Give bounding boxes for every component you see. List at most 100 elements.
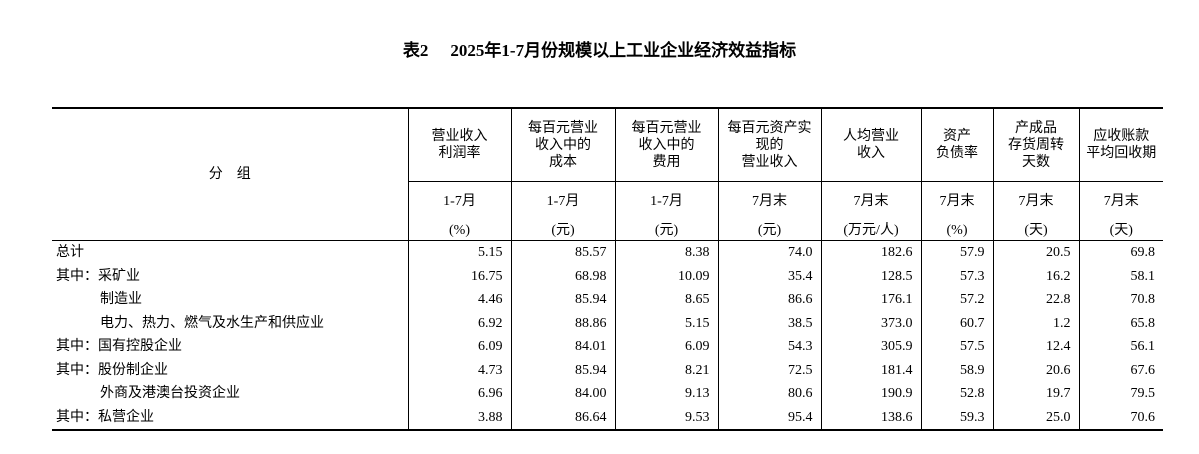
- column-unit: (天): [1024, 223, 1048, 238]
- title: 表2 2025年1-7月份规模以上工业企业经济效益指标: [0, 36, 1199, 61]
- column-name-line: 利润率: [438, 146, 481, 161]
- cell-value: 52.8: [920, 382, 993, 406]
- cell-value: 56.1: [1078, 335, 1163, 359]
- cell-value: 57.5: [920, 335, 993, 359]
- cell-value: 72.5: [717, 358, 821, 382]
- column-name-line: 成本: [549, 154, 577, 170]
- column-name-line: 人均营业: [843, 129, 899, 144]
- cell-value: 9.13: [614, 382, 718, 406]
- column-period: 7月末: [1103, 194, 1139, 209]
- column-name-line: 收入中的: [638, 137, 695, 153]
- row-label: 总计: [56, 245, 84, 260]
- cell-value: 54.3: [717, 335, 821, 359]
- table-row: 其中：采矿业 16.75 68.98 10.09 35.4 128.5 57.3 16.2 58…: [52, 264, 1163, 288]
- column-name-line: 现的: [755, 137, 784, 153]
- cell-value: 4.46: [407, 288, 511, 312]
- cell-value: 85.94: [510, 358, 615, 382]
- table-row: 电力、热力、燃气及水生产和供应业 6.92 88.86 5.15 38.5 373.0 60…: [52, 311, 1163, 335]
- cell-value: 58.9: [920, 358, 993, 382]
- column-period-unit: 1-7月 (元): [614, 181, 718, 241]
- column-period: 7月末: [752, 194, 787, 209]
- row-label: 外商及港澳台投资企业: [100, 386, 240, 401]
- column-period: 1-7月: [443, 194, 476, 209]
- cell-value: 70.6: [1078, 405, 1163, 431]
- column-header: 应收账款 平均回收期: [1078, 107, 1163, 182]
- cell-value: 176.1: [820, 288, 921, 312]
- column-header: 产成品 存货周转 天数: [992, 107, 1079, 182]
- cell-value: 85.94: [510, 288, 615, 312]
- cell-value: 58.1: [1078, 264, 1163, 288]
- cell-value: 128.5: [820, 264, 921, 288]
- row-label: 其中：股份制企业: [56, 362, 168, 378]
- row-label: 其中：采矿业: [56, 268, 140, 284]
- cell-value: 8.65: [614, 288, 718, 312]
- cell-value: 79.5: [1078, 382, 1163, 406]
- cell-value: 65.8: [1078, 311, 1163, 335]
- cell-value: 9.53: [614, 405, 718, 431]
- column-period-unit: 7月末 (天): [1078, 181, 1163, 241]
- column-period-unit: 1-7月 (%): [407, 181, 511, 241]
- column-unit: (%): [449, 223, 470, 238]
- column-unit: (元): [757, 223, 782, 238]
- table-row: 其中：国有控股企业 6.09 84.01 6.09 54.3 305.9 57.5 12.4 5…: [52, 335, 1163, 359]
- column-unit: (万元/人): [843, 223, 899, 238]
- cell-value: 74.0: [717, 240, 821, 265]
- table-label: 表2: [402, 41, 429, 60]
- column-period: 1-7月: [650, 194, 683, 209]
- cell-value: 86.6: [717, 288, 821, 312]
- table-title: 2025年1-7月份规模以上工业企业经济效益指标: [450, 41, 797, 60]
- cell-value: 1.2: [992, 311, 1079, 335]
- cell-value: 95.4: [717, 405, 821, 431]
- cell-value: 8.38: [614, 240, 718, 265]
- cell-value: 67.6: [1078, 358, 1163, 382]
- cell-value: 22.8: [992, 288, 1079, 312]
- column-name-line: 收入中的: [535, 137, 591, 153]
- column-name-line: 资产: [943, 129, 971, 144]
- column-name-line: 天数: [1022, 154, 1050, 170]
- cell-value: 16.75: [407, 264, 511, 288]
- group-header: 分 组: [52, 107, 408, 241]
- cell-value: 84.00: [510, 382, 615, 406]
- cell-value: 57.3: [920, 264, 993, 288]
- column-header: 每百元资产实 现的 营业收入: [717, 107, 821, 182]
- cell-value: 4.73: [407, 358, 511, 382]
- column-period-unit: 7月末 (元): [717, 181, 821, 241]
- cell-value: 69.8: [1078, 240, 1163, 265]
- cell-value: 38.5: [717, 311, 821, 335]
- cell-value: 138.6: [820, 405, 921, 431]
- cell-value: 57.9: [920, 240, 993, 265]
- column-unit: (天): [1109, 223, 1133, 238]
- column-name-line: 产成品: [1015, 120, 1057, 136]
- column-unit: (元): [551, 223, 575, 238]
- cell-value: 19.7: [992, 382, 1079, 406]
- column-period-unit: 7月末 (%): [920, 181, 993, 241]
- cell-value: 68.98: [510, 264, 615, 288]
- cell-value: 6.96: [407, 382, 511, 406]
- cell-value: 88.86: [510, 311, 615, 335]
- column-header: 资产 负债率: [920, 107, 993, 182]
- row-label: 其中：私营企业: [52, 405, 408, 431]
- column-period: 7月末: [939, 194, 975, 209]
- cell-value: 5.15: [407, 240, 511, 265]
- table-row: 制造业 4.46 85.94 8.65 86.6 176.1 57.2 22.8 70.8: [52, 288, 1163, 312]
- column-name-line: 负债率: [936, 146, 978, 161]
- cell-value: 80.6: [717, 382, 821, 406]
- column-header: 营业收入 利润率: [407, 107, 511, 182]
- cell-value: 20.5: [992, 240, 1079, 265]
- column-name-line: 每百元资产实: [727, 120, 812, 136]
- cell-value: 373.0: [820, 311, 921, 335]
- column-period: 7月末: [853, 194, 889, 209]
- cell-value: 70.8: [1078, 288, 1163, 312]
- cell-value: 25.0: [992, 405, 1079, 431]
- column-header: 每百元营业 收入中的 成本: [510, 107, 615, 182]
- column-period-unit: 1-7月 (元): [510, 181, 615, 241]
- cell-value: 86.64: [510, 405, 615, 431]
- cell-value: 35.4: [717, 264, 821, 288]
- cell-value: 59.3: [920, 405, 993, 431]
- cell-value: 12.4: [992, 335, 1079, 359]
- cell-value: 8.21: [614, 358, 718, 382]
- cell-value: 305.9: [820, 335, 921, 359]
- cell-value: 16.2: [992, 264, 1079, 288]
- cell-value: 84.01: [510, 335, 615, 359]
